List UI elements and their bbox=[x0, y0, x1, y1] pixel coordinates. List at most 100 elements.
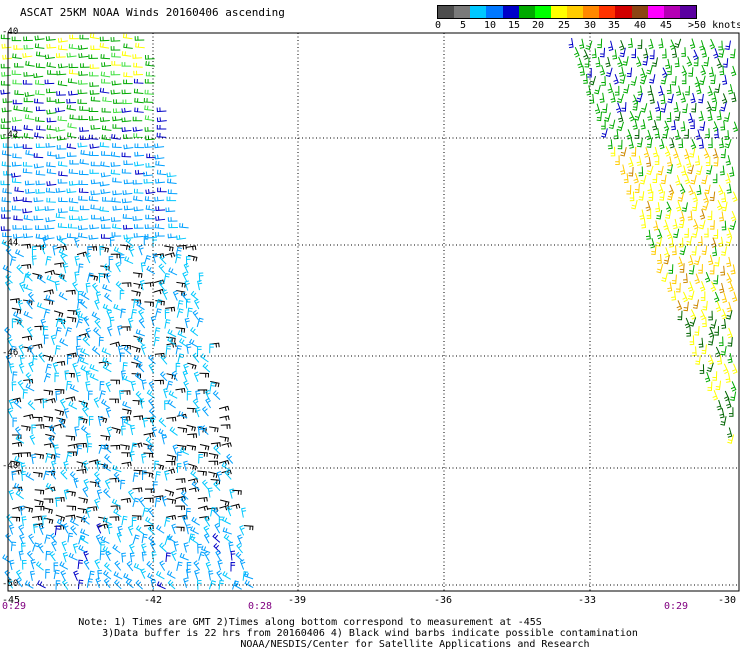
wind-barb bbox=[98, 516, 108, 523]
wind-barb bbox=[668, 264, 674, 274]
wind-barb bbox=[11, 177, 22, 184]
wind-barb bbox=[46, 88, 56, 94]
wind-barb bbox=[136, 301, 145, 311]
wind-barb bbox=[15, 490, 24, 500]
wind-barb bbox=[716, 110, 722, 121]
wind-barb bbox=[83, 550, 89, 562]
wind-barb bbox=[55, 154, 66, 159]
wind-barb bbox=[677, 192, 685, 202]
wind-barb bbox=[132, 497, 140, 508]
wind-barb bbox=[12, 53, 22, 59]
wind-barb bbox=[69, 69, 79, 75]
colorbar-label: 40 bbox=[634, 20, 647, 31]
wind-barb bbox=[212, 533, 221, 543]
wind-barb bbox=[154, 497, 161, 508]
wind-barb bbox=[241, 507, 247, 518]
wind-barb bbox=[90, 45, 101, 51]
wind-barb bbox=[167, 534, 176, 543]
wind-barb bbox=[630, 76, 638, 86]
wind-barb bbox=[656, 237, 662, 247]
wind-barb bbox=[613, 73, 619, 85]
wind-barb bbox=[132, 298, 139, 309]
colorbar-segment bbox=[567, 6, 584, 18]
wind-barb bbox=[91, 311, 101, 320]
wind-barb bbox=[698, 93, 704, 104]
wind-barb bbox=[683, 301, 689, 312]
wind-barb bbox=[85, 433, 91, 444]
wind-barb bbox=[8, 524, 15, 535]
wind-barb bbox=[205, 561, 212, 573]
wind-barb bbox=[133, 70, 143, 76]
wind-barb bbox=[90, 161, 101, 167]
lat-label: -46 bbox=[2, 348, 19, 358]
wind-barb bbox=[45, 569, 50, 579]
wind-barb bbox=[74, 237, 80, 248]
wind-barb bbox=[148, 408, 157, 418]
wind-barb bbox=[642, 55, 649, 66]
wind-barb bbox=[153, 495, 164, 501]
wind-barb bbox=[686, 235, 693, 246]
wind-barb bbox=[55, 213, 66, 219]
wind-barb bbox=[97, 523, 109, 529]
wind-barb bbox=[175, 345, 182, 355]
wind-barb bbox=[684, 228, 689, 238]
wind-barb bbox=[177, 427, 188, 433]
wind-barb bbox=[154, 223, 165, 230]
wind-barb bbox=[637, 39, 643, 49]
wind-barb bbox=[45, 217, 56, 223]
wind-barb bbox=[121, 51, 132, 57]
wind-barb bbox=[78, 263, 84, 274]
wind-barb bbox=[166, 498, 177, 505]
wind-barb bbox=[659, 191, 666, 201]
wind-barb bbox=[117, 345, 124, 356]
wind-barb bbox=[1, 71, 12, 77]
wind-barb bbox=[191, 516, 200, 526]
wind-barb bbox=[61, 579, 69, 590]
wind-barb bbox=[719, 65, 725, 76]
wind-barb bbox=[626, 67, 633, 78]
wind-barb bbox=[729, 166, 735, 177]
wind-barb bbox=[59, 337, 69, 347]
wind-barb bbox=[702, 317, 707, 328]
wind-barb bbox=[121, 425, 126, 436]
wind-barb bbox=[31, 453, 37, 465]
wind-barb bbox=[601, 76, 606, 86]
wind-barb bbox=[33, 215, 44, 221]
wind-barb bbox=[711, 101, 718, 112]
wind-barb bbox=[130, 380, 137, 392]
wind-barb bbox=[99, 550, 105, 561]
wind-barb bbox=[87, 246, 98, 251]
wind-barb bbox=[11, 70, 22, 75]
colorbar-segment bbox=[631, 6, 648, 18]
colorbar-label: 10 bbox=[484, 20, 497, 31]
wind-barb bbox=[648, 38, 654, 50]
wind-barb bbox=[153, 336, 160, 347]
wind-barb bbox=[726, 227, 733, 239]
wind-barb bbox=[144, 105, 154, 112]
wind-barb bbox=[681, 74, 687, 85]
wind-barb bbox=[112, 223, 122, 230]
wind-barb bbox=[99, 142, 110, 148]
wind-barb bbox=[192, 398, 200, 409]
wind-barb bbox=[88, 134, 99, 140]
wind-barb bbox=[713, 274, 719, 285]
wind-barb bbox=[158, 263, 166, 274]
wind-barb bbox=[187, 463, 197, 471]
wind-barb bbox=[1, 161, 12, 167]
wind-barb bbox=[133, 62, 143, 68]
wind-barb bbox=[89, 143, 100, 149]
wind-barb bbox=[31, 355, 38, 365]
wind-barb bbox=[727, 327, 733, 339]
wind-barb bbox=[634, 129, 640, 139]
wind-barb bbox=[59, 398, 66, 409]
wind-barb bbox=[55, 126, 66, 132]
wind-barb bbox=[698, 219, 706, 230]
wind-barb bbox=[731, 92, 737, 103]
wind-barb bbox=[144, 281, 154, 287]
wind-barb bbox=[707, 336, 715, 346]
wind-barb bbox=[34, 98, 44, 104]
wind-barb bbox=[117, 325, 123, 336]
wind-barb bbox=[638, 166, 644, 177]
wind-barb bbox=[132, 179, 143, 185]
wind-barb bbox=[14, 90, 24, 96]
